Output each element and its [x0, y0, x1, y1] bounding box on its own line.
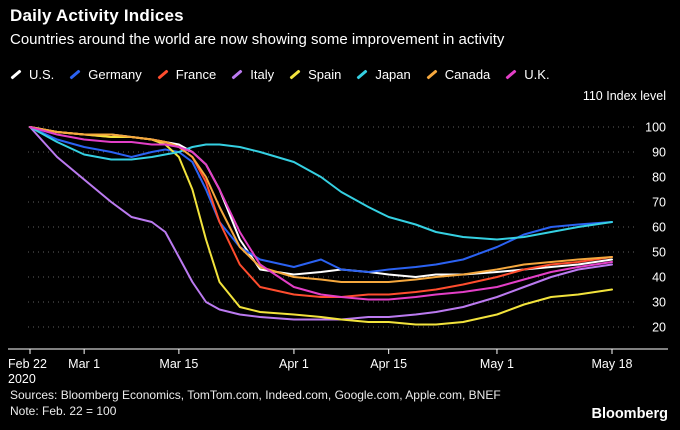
y-tick-label-70: 70 — [652, 196, 666, 210]
sources-text: Sources: Bloomberg Economics, TomTom.com… — [10, 388, 501, 402]
x-tick-label-mar: Mar 15 — [159, 357, 198, 371]
page-subtitle: Countries around the world are now showi… — [10, 31, 505, 48]
y-tick-label-80: 80 — [652, 171, 666, 185]
legend-mark-us — [10, 69, 22, 80]
legend-label-us: U.S. — [29, 67, 55, 82]
y-tick-label-60: 60 — [652, 221, 666, 235]
legend-label-uk: U.K. — [524, 67, 550, 82]
series-line-uk — [29, 126, 613, 301]
legend-item-uk: U.K. — [505, 67, 550, 82]
legend-mark-italy — [231, 69, 243, 80]
legend-item-japan: Japan — [356, 67, 411, 82]
legend-mark-japan — [356, 69, 368, 80]
legend-label-germany: Germany — [88, 67, 142, 82]
y-tick-label-50: 50 — [652, 246, 666, 260]
bloomberg-logo: Bloomberg — [591, 406, 668, 422]
x-tick-label-may: May 1 — [480, 357, 514, 371]
legend-mark-spain — [289, 69, 301, 80]
x-tick-label-may: May 18 — [592, 357, 633, 371]
legend-item-italy: Italy — [231, 67, 274, 82]
y-tick-label-30: 30 — [652, 296, 666, 310]
legend-item-canada: Canada — [426, 67, 491, 82]
legend-item-germany: Germany — [69, 67, 142, 82]
series-line-us — [29, 126, 613, 278]
legend-mark-france — [157, 69, 169, 80]
y-axis-title: 110 Index level — [582, 89, 666, 103]
y-tick-label-20: 20 — [652, 321, 666, 335]
legend-label-italy: Italy — [250, 67, 275, 82]
y-tick-label-100: 100 — [645, 121, 666, 135]
x-tick-label-apr: Apr 15 — [370, 357, 407, 371]
x-tick-label-mar: Mar 1 — [68, 357, 100, 371]
legend-label-spain: Spain — [308, 67, 342, 82]
legend-item-spain: Spain — [289, 67, 341, 82]
legend-label-canada: Canada — [444, 67, 491, 82]
legend-mark-canada — [426, 69, 438, 80]
series-line-canada — [29, 126, 613, 283]
y-tick-label-90: 90 — [652, 146, 666, 160]
series-line-germany — [29, 126, 613, 273]
legend-mark-germany — [69, 69, 81, 80]
legend-mark-uk — [505, 69, 517, 80]
x-tick-sublabel: 2020 — [8, 372, 36, 386]
y-tick-label-40: 40 — [652, 271, 666, 285]
legend: U.S. Germany France Italy Spain Japan Canada U.… — [10, 67, 550, 82]
legend-label-japan: Japan — [375, 67, 411, 82]
x-tick-label-feb: Feb 22 — [8, 357, 47, 371]
note-text: Note: Feb. 22 = 100 — [10, 404, 117, 418]
legend-item-us: U.S. — [10, 67, 54, 82]
legend-item-france: France — [157, 67, 216, 82]
x-tick-label-apr: Apr 1 — [279, 357, 309, 371]
series-line-italy — [29, 126, 613, 321]
legend-label-france: France — [175, 67, 217, 82]
series-line-japan — [29, 126, 613, 241]
page-title: Daily Activity Indices — [10, 6, 184, 25]
